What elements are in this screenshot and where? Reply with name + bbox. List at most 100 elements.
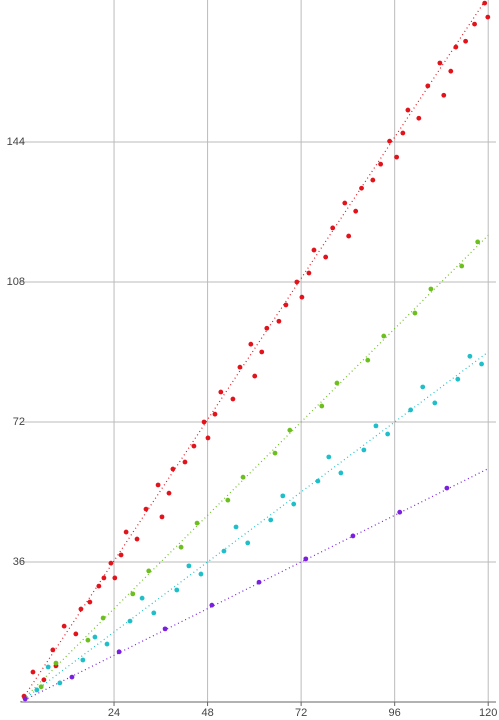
x-tick-label: 72 xyxy=(295,707,307,719)
point xyxy=(276,318,282,324)
point xyxy=(252,373,258,379)
point xyxy=(38,684,44,690)
point xyxy=(230,396,236,402)
point xyxy=(134,536,140,542)
point xyxy=(100,615,106,621)
point xyxy=(221,548,227,554)
point xyxy=(294,279,300,285)
x-tick-label: 24 xyxy=(108,707,120,719)
y-tick-label: 72 xyxy=(13,416,25,428)
point xyxy=(45,664,51,670)
point xyxy=(463,38,468,44)
point xyxy=(378,161,384,167)
point xyxy=(272,450,278,456)
point xyxy=(346,233,352,239)
y-tick-label: 36 xyxy=(13,556,25,568)
point xyxy=(291,501,297,507)
point xyxy=(73,631,79,637)
point xyxy=(245,540,251,546)
point xyxy=(80,657,86,663)
point xyxy=(475,239,481,245)
point xyxy=(365,357,371,363)
point xyxy=(143,506,149,512)
point xyxy=(437,60,443,66)
point xyxy=(425,83,431,89)
x-tick-label: 96 xyxy=(389,707,401,719)
point xyxy=(373,423,379,429)
point xyxy=(432,400,438,406)
point xyxy=(420,384,426,390)
point xyxy=(455,376,461,382)
point xyxy=(359,185,364,191)
point xyxy=(283,302,289,308)
point xyxy=(155,482,161,488)
point xyxy=(104,641,110,647)
point xyxy=(306,270,312,276)
point xyxy=(225,497,231,503)
point xyxy=(108,560,114,566)
point xyxy=(22,696,28,702)
point xyxy=(280,493,286,499)
point xyxy=(194,520,200,526)
point xyxy=(353,208,359,214)
point xyxy=(50,647,56,653)
point xyxy=(170,466,176,472)
point xyxy=(237,364,243,370)
point xyxy=(381,333,387,339)
point xyxy=(448,68,454,74)
point xyxy=(151,610,157,616)
point xyxy=(264,325,270,331)
point xyxy=(166,490,172,496)
point xyxy=(34,687,40,693)
point xyxy=(139,595,145,601)
x-tick-label: 48 xyxy=(201,707,213,719)
point xyxy=(182,459,188,465)
point xyxy=(198,571,204,577)
point xyxy=(299,294,305,300)
point xyxy=(53,660,59,666)
point xyxy=(444,485,450,491)
point xyxy=(338,470,344,476)
point xyxy=(191,443,197,449)
point xyxy=(412,310,418,316)
trend-line xyxy=(20,351,489,702)
point xyxy=(101,575,107,581)
point xyxy=(387,138,392,144)
point xyxy=(209,602,215,608)
trend-line xyxy=(20,468,489,702)
point xyxy=(334,380,340,386)
point xyxy=(174,587,180,593)
point xyxy=(467,353,473,359)
point xyxy=(405,107,411,113)
point xyxy=(130,591,136,597)
point xyxy=(87,599,93,605)
point xyxy=(319,403,325,409)
point xyxy=(397,509,403,515)
point xyxy=(330,225,336,231)
y-tick-label: 144 xyxy=(7,136,25,148)
point xyxy=(268,517,274,523)
point xyxy=(212,411,218,417)
point xyxy=(479,361,484,367)
point xyxy=(123,529,129,535)
point xyxy=(92,634,98,640)
trend-line xyxy=(20,234,489,702)
point xyxy=(394,154,400,160)
point xyxy=(342,200,348,206)
point xyxy=(350,533,356,539)
point xyxy=(61,623,67,629)
point xyxy=(112,575,118,581)
point xyxy=(400,130,406,136)
point xyxy=(408,407,414,413)
point xyxy=(85,637,91,643)
point xyxy=(485,14,491,20)
point xyxy=(127,618,133,624)
point xyxy=(303,556,309,562)
point xyxy=(311,247,317,253)
point xyxy=(428,286,434,292)
point xyxy=(315,478,321,484)
point xyxy=(416,115,422,121)
point xyxy=(385,431,391,437)
point xyxy=(186,563,192,569)
point xyxy=(256,579,262,585)
